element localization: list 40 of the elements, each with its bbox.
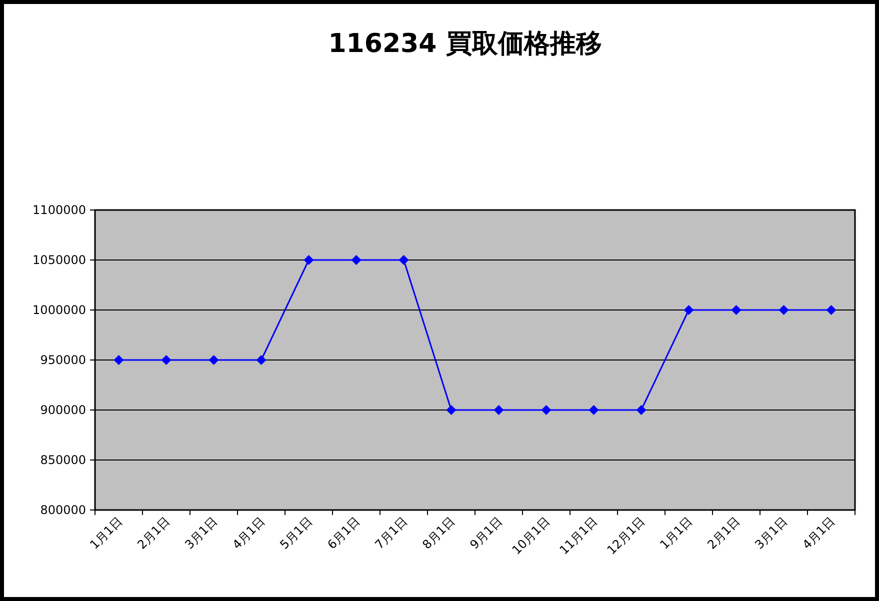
y-tick-label: 850000 bbox=[40, 453, 86, 467]
y-tick-label: 900000 bbox=[40, 403, 86, 417]
point bbox=[161, 355, 172, 365]
x-tick-label: 3月1日 bbox=[752, 514, 790, 552]
x-tick-label: 4月1日 bbox=[230, 514, 268, 552]
point bbox=[826, 305, 836, 315]
point bbox=[304, 255, 314, 265]
point bbox=[778, 305, 789, 315]
y-tick-label: 800000 bbox=[40, 503, 86, 517]
x-tick-label: 7月1日 bbox=[372, 514, 410, 552]
x-tick-label: 2月1日 bbox=[134, 514, 172, 552]
y-tick-label: 1000000 bbox=[32, 303, 86, 317]
x-tick-label: 3月1日 bbox=[182, 514, 220, 552]
point bbox=[731, 305, 742, 315]
point bbox=[208, 355, 219, 365]
x-tick-label: 8月1日 bbox=[420, 514, 458, 552]
chart-title: 116234 買取価格推移 bbox=[328, 29, 602, 59]
x-tick-label: 5月1日 bbox=[277, 514, 315, 552]
x-tick-label: 4月1日 bbox=[800, 514, 838, 552]
point bbox=[256, 355, 266, 365]
point bbox=[684, 305, 694, 315]
point bbox=[541, 405, 552, 415]
x-tick-label: 11月1日 bbox=[556, 514, 600, 558]
point bbox=[398, 255, 409, 265]
point bbox=[588, 405, 599, 415]
point bbox=[446, 405, 456, 415]
x-tick-label: 12月1日 bbox=[604, 514, 648, 558]
point bbox=[351, 255, 362, 265]
y-tick-label: 950000 bbox=[40, 353, 86, 367]
point bbox=[494, 405, 504, 415]
y-tick-label: 1050000 bbox=[32, 253, 86, 267]
y-tick-label: 1100000 bbox=[32, 203, 86, 217]
x-tick-label: 2月1日 bbox=[704, 514, 742, 552]
point bbox=[636, 405, 646, 415]
x-tick-label: 9月1日 bbox=[467, 514, 505, 552]
x-tick-label: 10月1日 bbox=[509, 514, 552, 558]
point bbox=[114, 355, 124, 365]
x-tick-label: 1月1日 bbox=[87, 514, 125, 552]
x-tick-label: 1月1日 bbox=[657, 514, 695, 552]
x-tick-label: 6月1日 bbox=[324, 514, 362, 552]
